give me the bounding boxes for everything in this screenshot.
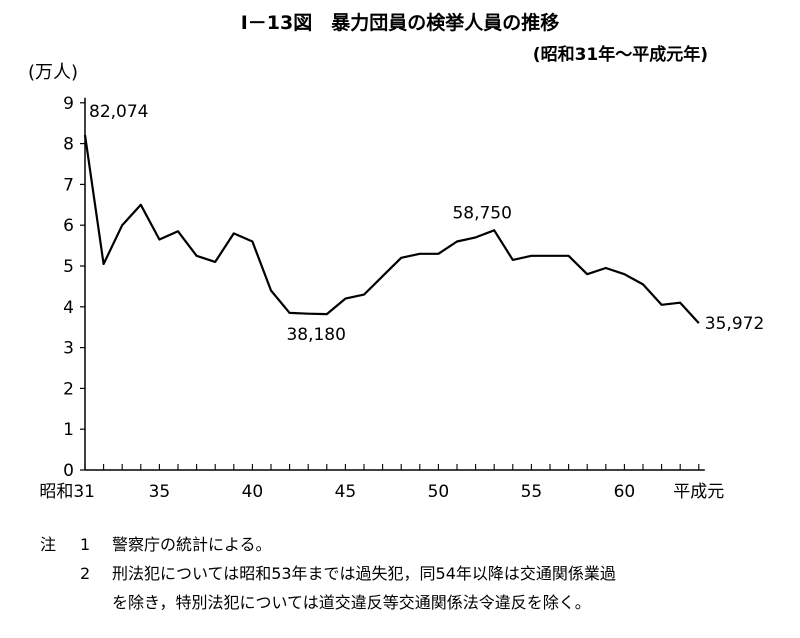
y-axis-label: (万人)	[28, 62, 79, 83]
note-2: 2 刑法犯については昭和53年までは過失犯，同54年以降は交通関係業過	[40, 559, 616, 588]
x-tick-label-4: 50	[428, 482, 450, 502]
data-label-1: 38,180	[286, 325, 345, 345]
series-line	[83, 134, 700, 324]
note-2-continued: を除き，特別法犯については道交違反等交通関係法令違反を除く。	[40, 588, 616, 617]
data-label-3: 35,972	[705, 314, 764, 334]
notes-label: 注	[40, 535, 57, 554]
y-tick-label-7: 7	[63, 175, 74, 195]
x-tick-label-1: 35	[149, 482, 171, 502]
note-2-text-line-1: 刑法犯については昭和53年までは過失犯，同54年以降は交通関係業過	[112, 564, 616, 583]
x-tick-label-3: 45	[335, 482, 357, 502]
y-tick-label-9: 9	[63, 94, 74, 114]
chart-subtitle: (昭和31年～平成元年)	[532, 45, 708, 65]
y-tick-label-4: 4	[63, 298, 74, 318]
x-tick-label-5: 55	[521, 482, 543, 502]
chart-title: I－13図 暴力団員の検挙人員の推移	[240, 12, 560, 34]
y-tick-label-1: 1	[63, 420, 74, 440]
y-tick-label-2: 2	[63, 379, 74, 399]
x-tick-label-6: 60	[614, 482, 636, 502]
y-tick-label-3: 3	[63, 339, 74, 359]
note-2-text-line-2: を除き，特別法犯については道交違反等交通関係法令違反を除く。	[112, 593, 591, 612]
notes: 注 1 警察庁の統計による。 2 刑法犯については昭和53年までは過失犯，同54…	[40, 530, 616, 617]
y-tick-label-5: 5	[63, 257, 74, 277]
note-2-number: 2	[80, 564, 91, 583]
x-tick-label-7: 平成元	[673, 482, 724, 502]
data-label-2: 58,750	[452, 203, 511, 223]
y-tick-label-0: 0	[63, 461, 74, 481]
note-1-number: 1	[80, 535, 91, 554]
data-label-0: 82,074	[89, 102, 148, 122]
y-tick-label-6: 6	[63, 216, 74, 236]
x-tick-label-0: 昭和31	[39, 482, 95, 502]
note-1: 注 1 警察庁の統計による。	[40, 530, 616, 559]
y-tick-label-8: 8	[63, 135, 74, 155]
note-1-text: 警察庁の統計による。	[112, 535, 272, 554]
x-tick-label-2: 40	[242, 482, 264, 502]
